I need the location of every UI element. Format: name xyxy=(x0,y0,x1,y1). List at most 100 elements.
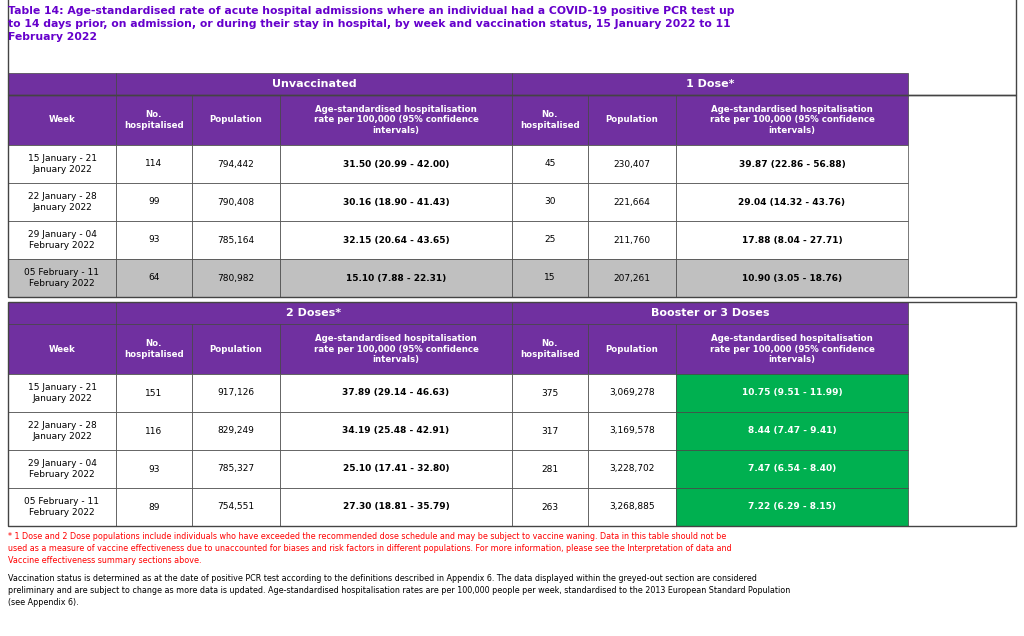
Bar xyxy=(116,73,512,95)
Bar xyxy=(280,95,512,145)
Text: 263: 263 xyxy=(542,502,558,511)
Text: 25: 25 xyxy=(545,235,556,244)
Bar xyxy=(8,259,116,297)
Bar xyxy=(512,450,588,488)
Text: 221,664: 221,664 xyxy=(613,198,650,207)
Bar xyxy=(116,95,193,145)
Bar xyxy=(676,324,908,374)
Text: 8.44 (7.47 - 9.41): 8.44 (7.47 - 9.41) xyxy=(748,427,837,436)
Text: 22 January - 28
January 2022: 22 January - 28 January 2022 xyxy=(28,421,96,441)
Bar xyxy=(676,259,908,297)
Bar xyxy=(280,145,512,183)
Text: Population: Population xyxy=(605,116,658,125)
Text: 829,249: 829,249 xyxy=(217,427,254,436)
Bar xyxy=(512,412,588,450)
Bar xyxy=(512,374,588,412)
Bar xyxy=(116,259,193,297)
Bar xyxy=(512,183,588,221)
Text: 15 January - 21
January 2022: 15 January - 21 January 2022 xyxy=(28,383,96,403)
Bar xyxy=(8,95,1016,297)
Bar xyxy=(588,259,676,297)
Bar xyxy=(512,95,588,145)
Text: 93: 93 xyxy=(148,464,160,473)
Bar xyxy=(676,95,908,145)
Bar xyxy=(676,374,908,412)
Bar xyxy=(116,450,193,488)
Bar xyxy=(512,145,588,183)
Bar xyxy=(193,412,280,450)
Text: 31.50 (20.99 - 42.00): 31.50 (20.99 - 42.00) xyxy=(343,160,450,169)
Bar xyxy=(676,412,908,450)
Bar xyxy=(512,221,588,259)
Bar xyxy=(512,488,588,526)
Text: 2 Doses*: 2 Doses* xyxy=(287,308,342,318)
Text: Vaccination status is determined as at the date of positive PCR test according t: Vaccination status is determined as at t… xyxy=(8,574,791,607)
Bar xyxy=(8,374,116,412)
Text: 3,228,702: 3,228,702 xyxy=(609,464,654,473)
Bar xyxy=(588,95,676,145)
Text: 89: 89 xyxy=(148,502,160,511)
Bar xyxy=(280,374,512,412)
Bar xyxy=(280,221,512,259)
Text: 114: 114 xyxy=(145,160,163,169)
Text: 25.10 (17.41 - 32.80): 25.10 (17.41 - 32.80) xyxy=(343,464,450,473)
Bar xyxy=(588,183,676,221)
Bar xyxy=(8,302,1016,526)
Text: Age-standardised hospitalisation
rate per 100,000 (95% confidence
intervals): Age-standardised hospitalisation rate pe… xyxy=(313,334,478,364)
Bar xyxy=(280,259,512,297)
Text: 93: 93 xyxy=(148,235,160,244)
Bar xyxy=(280,324,512,374)
Text: Week: Week xyxy=(48,345,76,354)
Bar xyxy=(588,374,676,412)
Text: No.
hospitalised: No. hospitalised xyxy=(124,339,184,359)
Text: 281: 281 xyxy=(542,464,558,473)
Text: Table 14: Age-standardised rate of acute hospital admissions where an individual: Table 14: Age-standardised rate of acute… xyxy=(8,6,734,41)
Bar xyxy=(676,183,908,221)
Bar xyxy=(8,145,116,183)
Text: 30: 30 xyxy=(544,198,556,207)
Bar xyxy=(8,302,116,324)
Text: 116: 116 xyxy=(145,427,163,436)
Text: * 1 Dose and 2 Dose populations include individuals who have exceeded the recomm: * 1 Dose and 2 Dose populations include … xyxy=(8,532,731,565)
Bar xyxy=(676,450,908,488)
Bar xyxy=(280,488,512,526)
Text: 780,982: 780,982 xyxy=(217,273,255,282)
Bar xyxy=(588,412,676,450)
Text: 17.88 (8.04 - 27.71): 17.88 (8.04 - 27.71) xyxy=(741,235,843,244)
Text: 29 January - 04
February 2022: 29 January - 04 February 2022 xyxy=(28,230,96,250)
Bar xyxy=(676,488,908,526)
Text: No.
hospitalised: No. hospitalised xyxy=(124,110,184,130)
Text: 794,442: 794,442 xyxy=(218,160,254,169)
Text: 15.10 (7.88 - 22.31): 15.10 (7.88 - 22.31) xyxy=(346,273,446,282)
Bar xyxy=(193,450,280,488)
Text: Population: Population xyxy=(210,116,262,125)
Text: Week: Week xyxy=(48,116,76,125)
Bar xyxy=(116,374,193,412)
Bar xyxy=(8,95,116,145)
Text: Population: Population xyxy=(605,345,658,354)
Text: Age-standardised hospitalisation
rate per 100,000 (95% confidence
intervals): Age-standardised hospitalisation rate pe… xyxy=(710,334,874,364)
Bar xyxy=(512,259,588,297)
Bar xyxy=(280,412,512,450)
Text: 785,327: 785,327 xyxy=(217,464,255,473)
Bar xyxy=(116,145,193,183)
Text: 15: 15 xyxy=(544,273,556,282)
Bar xyxy=(116,488,193,526)
Text: 45: 45 xyxy=(545,160,556,169)
Bar xyxy=(280,183,512,221)
Bar xyxy=(512,73,908,95)
Bar xyxy=(512,324,588,374)
Text: 3,069,278: 3,069,278 xyxy=(609,389,654,398)
Bar xyxy=(280,450,512,488)
Bar xyxy=(588,145,676,183)
Bar xyxy=(8,73,116,95)
Text: 230,407: 230,407 xyxy=(613,160,650,169)
Bar xyxy=(116,302,512,324)
Bar xyxy=(193,324,280,374)
Text: 917,126: 917,126 xyxy=(217,389,255,398)
Bar xyxy=(8,412,116,450)
Text: 10.75 (9.51 - 11.99): 10.75 (9.51 - 11.99) xyxy=(741,389,843,398)
Bar xyxy=(676,221,908,259)
Text: 99: 99 xyxy=(148,198,160,207)
Text: Population: Population xyxy=(210,345,262,354)
